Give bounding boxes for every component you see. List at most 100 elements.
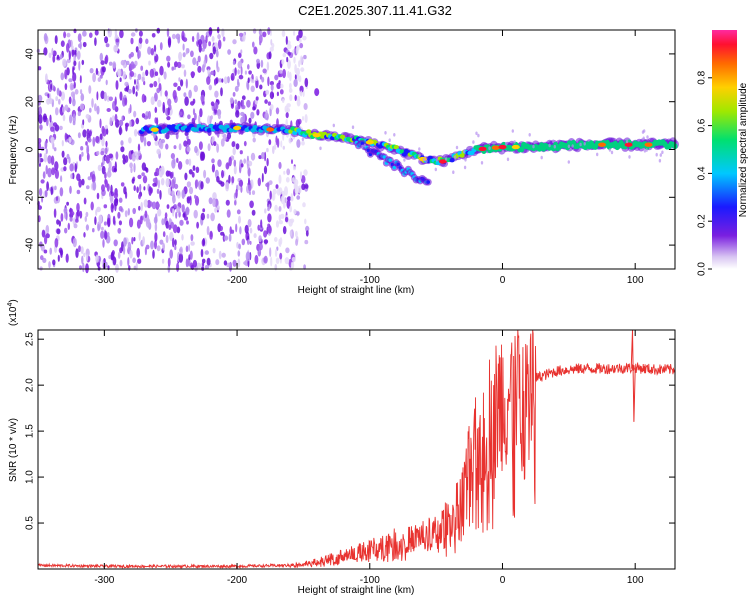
noise-speckle: [132, 257, 136, 264]
noise-speckle: [266, 147, 269, 153]
noise-speckle: [56, 87, 60, 96]
noise-speckle: [102, 239, 105, 248]
noise-speckle: [69, 185, 72, 194]
noise-speckle: [121, 115, 124, 122]
noise-speckle: [196, 32, 200, 42]
noise-speckle: [122, 154, 126, 160]
noise-speckle: [72, 237, 77, 248]
noise-speckle: [74, 163, 78, 173]
noise-speckle: [185, 245, 189, 253]
noise-speckle: [89, 68, 94, 74]
noise-speckle: [60, 40, 65, 47]
noise-speckle: [37, 205, 42, 211]
noise-speckle: [45, 73, 48, 83]
ridge-speckle: [548, 143, 551, 148]
noise-speckle: [157, 99, 162, 108]
noise-speckle: [97, 223, 100, 232]
y-tick-label: 1.5: [25, 424, 36, 438]
noise-speckle: [255, 96, 259, 101]
noise-speckle: [186, 196, 192, 202]
noise-speckle: [167, 107, 170, 116]
noise-speckle: [145, 69, 149, 77]
noise-speckle: [105, 54, 109, 64]
noise-speckle: [191, 171, 195, 178]
noise-speckle: [128, 53, 132, 59]
noise-speckle: [84, 216, 88, 222]
noise-speckle: [174, 61, 178, 68]
noise-speckle: [228, 233, 232, 242]
noise-speckle: [267, 101, 271, 106]
noise-speckle: [159, 239, 164, 245]
noise-speckle: [141, 93, 146, 103]
noise-speckle: [249, 200, 254, 209]
noise-speckle: [136, 247, 140, 258]
noise-speckle: [85, 141, 88, 146]
noise-speckle: [52, 50, 57, 57]
noise-speckle: [54, 161, 59, 171]
noise-speckle: [209, 52, 214, 60]
noise-speckle: [264, 208, 267, 214]
noise-speckle: [276, 82, 281, 90]
noise-speckle: [174, 239, 177, 246]
noise-speckle: [205, 177, 210, 184]
noise-speckle: [68, 138, 72, 144]
noise-speckle: [282, 145, 285, 150]
ridge-core: [194, 127, 200, 132]
noise-speckle: [99, 52, 104, 62]
noise-speckle: [46, 181, 49, 192]
noise-speckle: [185, 48, 188, 55]
noise-speckle: [303, 54, 307, 60]
noise-speckle: [165, 220, 169, 229]
noise-speckle: [293, 56, 296, 64]
noise-speckle: [227, 49, 232, 55]
noise-speckle: [294, 184, 300, 195]
noise-speckle: [192, 165, 196, 172]
noise-speckle: [286, 168, 291, 176]
ridge-peak: [644, 142, 653, 147]
noise-speckle: [43, 47, 48, 56]
noise-speckle: [284, 197, 287, 203]
noise-speckle: [240, 111, 245, 117]
noise-speckle: [235, 188, 238, 199]
noise-speckle: [94, 37, 97, 46]
noise-speckle: [81, 151, 84, 157]
colorbar-tick-label: 0.4: [697, 166, 708, 180]
noise-speckle: [225, 199, 230, 206]
noise-speckle: [299, 171, 303, 180]
noise-speckle: [290, 193, 293, 201]
noise-speckle: [245, 251, 251, 262]
noise-speckle: [296, 195, 301, 200]
noise-speckle: [134, 79, 136, 85]
noise-speckle: [172, 208, 175, 217]
noise-speckle: [145, 167, 149, 173]
noise-speckle: [101, 260, 104, 265]
noise-speckle: [150, 48, 154, 56]
noise-speckle: [104, 36, 109, 44]
noise-speckle: [70, 173, 73, 179]
noise-speckle: [247, 239, 250, 245]
noise-speckle: [113, 44, 118, 53]
ridge-speckle: [301, 137, 305, 141]
noise-speckle: [275, 257, 280, 264]
noise-speckle: [143, 186, 146, 191]
noise-speckle: [266, 181, 270, 192]
ridge-speckle: [454, 155, 457, 159]
ridge-peak: [150, 127, 159, 132]
noise-speckle: [219, 225, 223, 231]
noise-speckle: [79, 210, 83, 219]
noise-speckle: [210, 212, 215, 222]
ridge-speckle: [625, 139, 629, 144]
noise-speckle: [187, 114, 191, 120]
noise-speckle: [289, 205, 293, 213]
noise-speckle: [252, 41, 255, 48]
noise-speckle: [104, 261, 108, 268]
noise-speckle: [95, 209, 98, 217]
noise-speckle: [122, 158, 126, 165]
noise-speckle: [137, 73, 142, 81]
noise-speckle: [256, 109, 260, 116]
noise-speckle: [253, 233, 257, 239]
noise-speckle: [129, 249, 133, 259]
noise-speckle: [172, 237, 175, 248]
noise-speckle: [70, 211, 75, 216]
noise-speckle: [246, 82, 250, 91]
